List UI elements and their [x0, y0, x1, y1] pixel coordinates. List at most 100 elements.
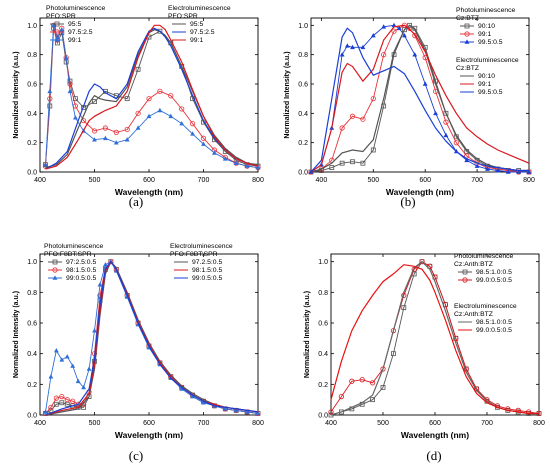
data-point [396, 25, 402, 31]
legend-title: PFO:SPR [168, 13, 198, 20]
data-point [135, 110, 141, 116]
legend-entry: 99.5:0.5 [478, 39, 503, 46]
data-point [168, 113, 174, 119]
data-point [146, 96, 152, 102]
x-tick-label: 500 [89, 177, 101, 184]
data-point [190, 131, 195, 136]
legend-entry: 99:1 [68, 37, 81, 44]
data-point [381, 52, 387, 58]
data-point [402, 33, 407, 38]
data-point [464, 157, 470, 163]
data-point [370, 147, 376, 153]
data-point [73, 115, 78, 120]
data-point [190, 121, 196, 127]
series-line-3 [310, 24, 529, 173]
data-point [64, 354, 70, 359]
data-point [369, 380, 376, 386]
legend-title: Photoluminescence [456, 7, 516, 14]
y-tick-label: 0.8 [318, 290, 328, 297]
y-tick-label: 0.6 [318, 321, 328, 328]
data-point [55, 34, 60, 39]
y-tick-label: 0.8 [27, 290, 37, 297]
data-point [67, 81, 73, 87]
data-point [516, 169, 522, 174]
series-line-2 [330, 260, 539, 416]
legend-entry: 97:2.5:0.5 [66, 259, 96, 266]
x-tick-label: 400 [34, 420, 46, 427]
legend-title: Electroluminescence [456, 57, 519, 64]
legend-entry: 99.0:0.5:0.5 [476, 277, 512, 284]
data-point [401, 305, 407, 311]
legend-marker [54, 37, 60, 42]
legend-marker [464, 23, 470, 29]
legend-entry: 98:1.5:0.5 [192, 267, 222, 274]
panel-label: (c) [129, 448, 143, 463]
legend-entry: 99:1 [478, 31, 491, 38]
x-tick-label: 600 [419, 177, 431, 184]
series-line-1 [310, 24, 529, 173]
data-point [124, 96, 130, 102]
data-point [505, 406, 511, 412]
data-point [103, 262, 108, 267]
series-line-3 [45, 260, 259, 416]
legend-title: Photoluminescence [454, 253, 514, 260]
data-point [443, 132, 449, 138]
data-point [255, 410, 261, 416]
y-tick-label: 0.0 [27, 170, 37, 177]
legend-marker [52, 267, 58, 273]
x-tick-label: 500 [89, 420, 101, 427]
data-point [515, 407, 521, 413]
data-point [59, 400, 65, 406]
data-point [97, 282, 103, 287]
data-point [407, 22, 413, 28]
x-tick-label: 700 [198, 420, 210, 427]
legend-entry: 95:5 [190, 21, 203, 28]
legend-entry: 97.2.5:0.5 [192, 259, 222, 266]
y-tick-label: 0.0 [27, 413, 37, 420]
legend-title: PFO:F8BT:SPR [170, 251, 218, 258]
x-axis-label: Wavelength (nm) [115, 430, 183, 440]
y-axis-label: Normalized Intensity (a.u.) [13, 51, 20, 138]
data-point [48, 404, 54, 410]
x-tick-label: 500 [367, 177, 379, 184]
legend-title: Electroluminescence [168, 5, 231, 12]
y-tick-label: 0.8 [27, 52, 37, 59]
y-tick-label: 1.0 [27, 23, 37, 30]
data-point [318, 166, 324, 172]
y-tick-label: 0.2 [27, 382, 37, 389]
data-point [64, 397, 70, 403]
data-point [360, 44, 366, 50]
legend-entry: 99:0.5:0.5 [192, 275, 222, 282]
data-point [381, 24, 387, 29]
legend-entry: 99:1 [190, 37, 203, 44]
data-point [485, 166, 490, 171]
data-point [380, 384, 386, 390]
legend-marker [462, 277, 468, 283]
legend-marker [54, 29, 60, 35]
x-tick-label: 600 [143, 420, 155, 427]
data-point [179, 386, 185, 391]
data-point [75, 378, 81, 384]
data-point [48, 374, 54, 379]
y-axis-label: Normalized Intensity (a.u.) [304, 291, 311, 378]
legend-entry: 98.5:1.0:0.5 [476, 319, 512, 326]
data-point [443, 119, 449, 125]
legend-entry: 90:10 [478, 23, 495, 30]
data-point [92, 137, 97, 142]
y-tick-label: 1.0 [318, 259, 328, 266]
data-point [390, 351, 396, 357]
x-tick-label: 600 [143, 177, 155, 184]
data-point [433, 110, 438, 116]
data-point [43, 162, 48, 167]
series-line-0 [330, 261, 539, 416]
series-line-3 [330, 264, 539, 415]
legend-entry: 97.5:2.5 [190, 29, 215, 36]
data-point [328, 409, 334, 415]
series-line-4 [310, 24, 530, 173]
data-point [359, 377, 365, 383]
data-point [422, 81, 428, 86]
data-point [391, 28, 397, 34]
data-point [59, 27, 65, 32]
series-line-5 [45, 260, 259, 416]
